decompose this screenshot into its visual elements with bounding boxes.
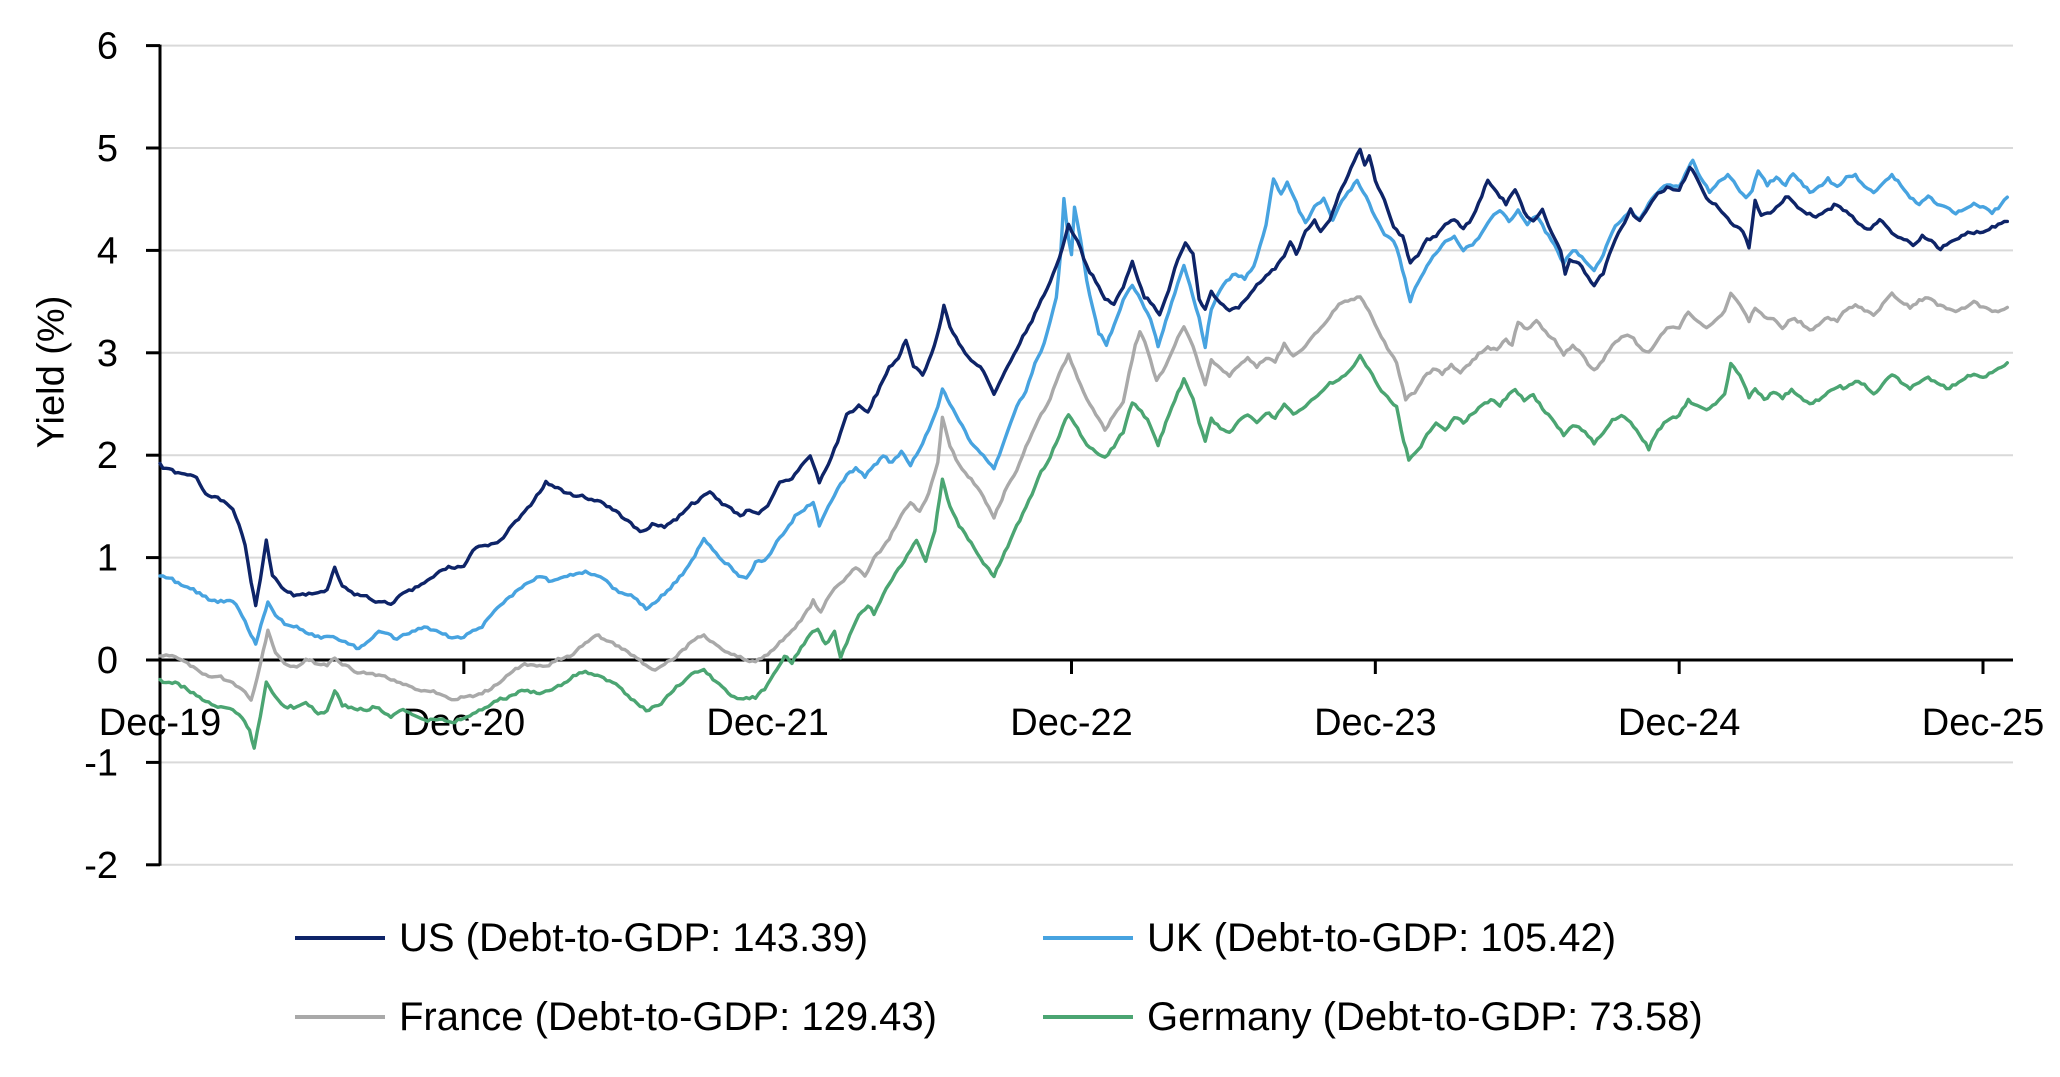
legend-swatch-uk <box>1043 936 1133 940</box>
legend-label-uk: UK (Debt-to-GDP: 105.42) <box>1147 915 1617 960</box>
x-tick-label: Dec-20 <box>403 702 526 744</box>
y-tick-label: 1 <box>97 538 118 580</box>
legend-label-germany: Germany (Debt-to-GDP: 73.58) <box>1147 994 1703 1039</box>
y-tick-label: -2 <box>84 845 118 887</box>
y-tick-label: 3 <box>97 333 118 375</box>
x-tick-label: Dec-22 <box>1010 702 1133 744</box>
y-tick-label: 5 <box>97 128 118 170</box>
y-tick-label: -1 <box>84 742 118 784</box>
series-lines <box>158 147 2009 750</box>
legend-label-us: US (Debt-to-GDP: 143.39) <box>399 915 869 960</box>
legend-item-us: US (Debt-to-GDP: 143.39) <box>295 914 868 962</box>
legend-item-france: France (Debt-to-GDP: 129.43) <box>295 993 937 1041</box>
legend-swatch-germany <box>1043 1015 1133 1019</box>
y-axis-title: Yield (%) <box>30 295 73 449</box>
y-tick-label: 2 <box>97 435 118 477</box>
axis-labels: 6 5 4 3 2 1 0 -1 -2 Dec-19 Dec-20 Dec-21 Dec-22 Dec-2… <box>84 26 2044 887</box>
x-tick-label: Dec-23 <box>1314 702 1437 744</box>
legend-label-france: France (Debt-to-GDP: 129.43) <box>399 994 937 1039</box>
x-tick-label: Dec-21 <box>706 702 829 744</box>
y-tick-label: 0 <box>97 640 118 682</box>
y-tick-label: 6 <box>97 26 118 68</box>
legend-item-uk: UK (Debt-to-GDP: 105.42) <box>1043 914 1616 962</box>
x-tick-label: Dec-25 <box>1922 702 2045 744</box>
x-tick-label: Dec-19 <box>99 702 222 744</box>
series-line-france <box>158 291 2009 702</box>
y-tick-label: 4 <box>97 230 118 272</box>
axes <box>146 44 2013 867</box>
x-tick-label: Dec-24 <box>1618 702 1741 744</box>
series-line-germany <box>158 353 2009 750</box>
legend-item-germany: Germany (Debt-to-GDP: 73.58) <box>1043 993 1703 1041</box>
legend-swatch-france <box>295 1015 385 1019</box>
legend-swatch-us <box>295 936 385 940</box>
series-line-us <box>158 147 2009 608</box>
